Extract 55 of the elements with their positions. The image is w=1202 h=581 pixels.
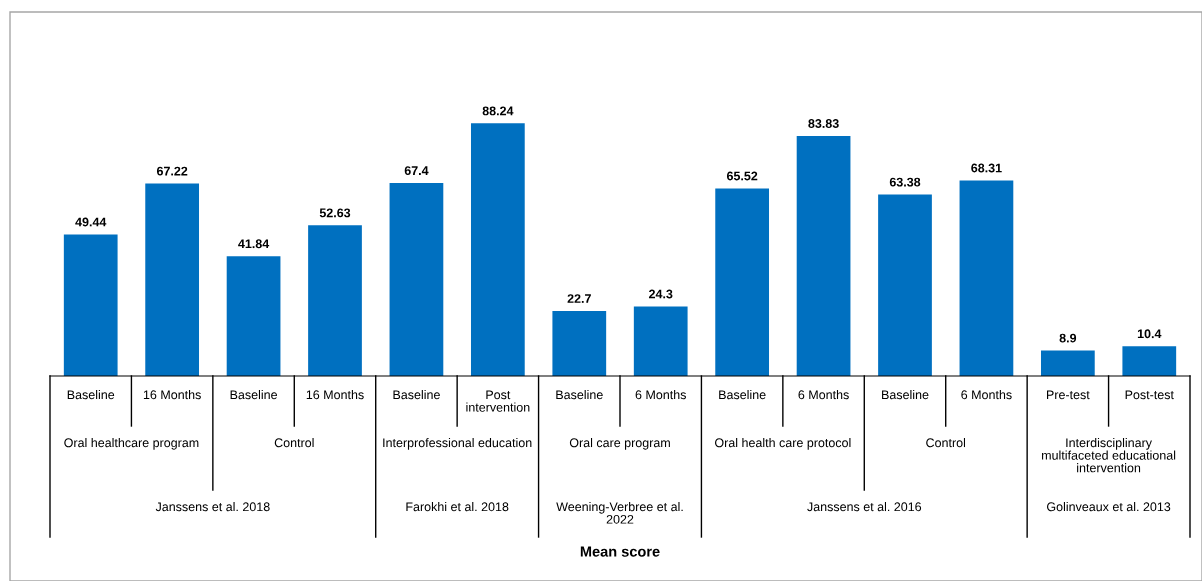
- text: Control: [274, 438, 314, 448]
- x-tick-label: 6 Months: [635, 390, 686, 400]
- bar: [470, 123, 525, 376]
- text: Golinveaux et al. 2013: [1047, 502, 1171, 512]
- x-tick-label: 6 Months: [798, 390, 849, 400]
- bar: [878, 194, 932, 376]
- text: Janssens et al. 2016: [807, 502, 922, 512]
- data-label: 24.3: [648, 289, 673, 299]
- x-tick-label: Baseline: [882, 390, 929, 400]
- text: Interprofessional education: [383, 438, 532, 450]
- x-tick-label: Post intervention: [466, 390, 530, 412]
- data-label: 88.24: [482, 106, 514, 116]
- data-label: 52.63: [319, 208, 351, 218]
- text: Weening-Verbree et al. 2022: [556, 502, 683, 524]
- bar: [389, 183, 444, 376]
- data-label: 49.44: [75, 217, 107, 227]
- data-label: 41.84: [238, 239, 270, 249]
- bar: [959, 180, 1014, 376]
- data-label: 67.4: [404, 166, 429, 176]
- text: Interdisciplinary multifaceted educational intervention: [1042, 438, 1176, 473]
- x-tick-label: Post-test: [1125, 390, 1174, 400]
- text: Control: [926, 438, 966, 448]
- bar: [1040, 350, 1095, 376]
- bar: [308, 225, 362, 376]
- text: Oral healthcare program: [64, 438, 199, 450]
- bar: [1122, 346, 1177, 376]
- x-tick-label: Baseline: [67, 390, 115, 400]
- bar: [145, 183, 200, 376]
- bar: [633, 306, 688, 376]
- data-label: 63.38: [889, 177, 921, 187]
- bar: [226, 256, 281, 376]
- bar: [552, 311, 607, 376]
- data-label: 67.22: [156, 166, 188, 176]
- x-tick-label: 16 Months: [306, 390, 364, 400]
- x-tick-label: 16 Months: [143, 390, 201, 400]
- data-label: 8.9: [1059, 333, 1077, 343]
- bar: [715, 188, 770, 376]
- data-label: 65.52: [726, 171, 758, 181]
- x-tick-label: 6 Months: [961, 390, 1012, 400]
- data-label: 22.7: [567, 294, 591, 303]
- x-tick-label: Pre-test: [1047, 390, 1090, 400]
- data-label: 83.83: [808, 119, 839, 128]
- text: Janssens et al. 2018: [155, 502, 270, 512]
- x-tick-label: Baseline: [393, 390, 440, 400]
- text: Oral health care protocol: [715, 438, 851, 450]
- x-tick-label: Baseline: [719, 390, 766, 400]
- bar: [796, 135, 851, 376]
- data-label: 68.31: [971, 163, 1002, 173]
- x-tick-label: Baseline: [556, 390, 603, 400]
- text: Mean score: [580, 546, 660, 557]
- bar: [63, 234, 118, 376]
- x-tick-label: Baseline: [230, 390, 277, 400]
- text: Farokhi et al. 2018: [406, 502, 509, 512]
- text: Oral care program: [569, 438, 670, 450]
- data-label: 10.4: [1137, 329, 1162, 339]
